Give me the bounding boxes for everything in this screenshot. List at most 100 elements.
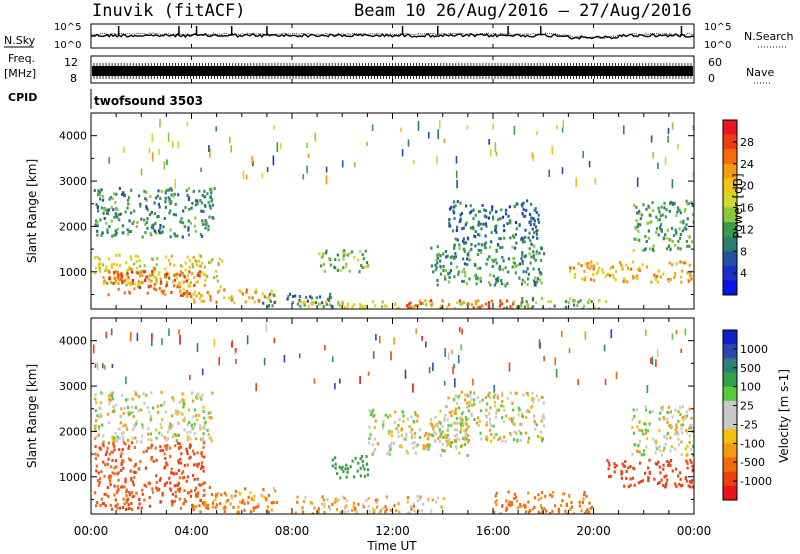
power-cell: [409, 305, 412, 309]
velocity-cell: [150, 457, 153, 461]
power-cell: [518, 276, 521, 280]
velocity-cell: [673, 432, 677, 436]
velocity-cell: [516, 506, 519, 510]
power-cell: [288, 292, 292, 296]
velocity-cell: [96, 362, 99, 371]
power-cell: [415, 304, 418, 307]
power-cell: [167, 196, 170, 200]
velocity-cell: [510, 433, 513, 437]
power-cell: [188, 292, 191, 296]
power-cell: [492, 123, 494, 130]
velocity-cell: [203, 501, 206, 504]
power-cell: [407, 307, 410, 309]
velocity-cell: [680, 440, 683, 444]
velocity-cell: [204, 501, 207, 505]
power-cell: [668, 261, 671, 265]
power-cell: [573, 275, 576, 279]
velocity-cell: [458, 406, 461, 410]
power-cell: [287, 295, 290, 299]
power-cell: [605, 300, 608, 303]
power-cell: [364, 249, 367, 253]
velocity-cell: [689, 458, 692, 462]
velocity-cell: [152, 406, 155, 410]
velocity-cell: [125, 425, 128, 429]
power-cell: [223, 288, 226, 292]
velocity-cell: [225, 493, 228, 497]
velocity-cell: [444, 413, 447, 417]
power-cell: [507, 214, 510, 218]
velocity-cell: [501, 400, 504, 403]
power-cell: [201, 223, 204, 226]
velocity-cell: [527, 391, 530, 395]
power-cell: [114, 201, 117, 204]
velocity-cell: [193, 452, 196, 456]
power-cell: [638, 211, 641, 215]
velocity-cell: [365, 455, 368, 459]
velocity-cell: [692, 468, 694, 471]
velocity-cell: [129, 469, 132, 473]
power-cell: [456, 225, 459, 229]
power-cell: [148, 213, 152, 217]
power-cell: [155, 196, 158, 200]
power-cell: [485, 215, 488, 219]
velocity-cell: [192, 415, 195, 419]
power-cell: [609, 266, 612, 270]
velocity-cell: [467, 417, 470, 421]
velocity-panel-frame: [90, 317, 695, 515]
power-cell: [159, 226, 162, 230]
velocity-cell: [195, 505, 198, 508]
velocity-cell: [177, 459, 180, 463]
velocity-cell: [447, 396, 450, 400]
power-cell: [626, 280, 629, 284]
power-cell: [443, 138, 446, 144]
velocity-cell: [97, 415, 100, 419]
velocity-cell: [657, 460, 660, 464]
velocity-cell: [101, 502, 104, 506]
power-cell: [631, 260, 634, 264]
power-cell: [537, 267, 541, 271]
power-cell: [337, 258, 340, 262]
velocity-cell: [181, 412, 184, 416]
power-cell: [136, 285, 140, 289]
power-cell: [521, 260, 524, 263]
velocity-cell: [502, 404, 505, 408]
velocity-cell: [134, 423, 137, 427]
velocity-cell: [94, 457, 97, 461]
power-cell: [208, 215, 211, 219]
velocity-cell: [430, 423, 433, 427]
power-cell: [653, 273, 656, 277]
velocity-cell: [179, 411, 182, 415]
velocity-cell: [354, 456, 357, 460]
power-cell: [189, 281, 192, 285]
velocity-cell: [536, 435, 540, 438]
power-cell: [269, 300, 272, 303]
power-cell: [602, 271, 605, 275]
velocity-cell: [267, 510, 270, 514]
power-cell: [540, 296, 543, 300]
power-cell: [509, 220, 512, 224]
power-cell: [645, 207, 648, 211]
velocity-cell: [127, 506, 130, 510]
velocity-cell: [158, 431, 161, 435]
velocity-cell: [270, 508, 273, 512]
power-cell: [494, 228, 497, 232]
velocity-cell: [166, 437, 170, 441]
power-cell: [692, 125, 694, 131]
power-cell: [193, 224, 196, 228]
power-cell: [520, 304, 523, 308]
velocity-cell: [439, 505, 442, 509]
velocity-cell: [341, 465, 344, 469]
power-cell: [138, 264, 141, 268]
power-cell: [657, 269, 660, 273]
power-cell: [581, 307, 584, 309]
velocity-cell: [98, 427, 101, 431]
velocity-cell: [139, 408, 142, 412]
power-cell: [140, 217, 143, 221]
colorbar-tick-label: 28: [740, 136, 754, 149]
power-cell: [186, 121, 189, 126]
velocity-cell: [165, 446, 169, 450]
velocity-cell: [496, 393, 499, 397]
power-cell: [173, 284, 176, 288]
power-cell: [516, 202, 519, 206]
velocity-cell: [663, 435, 666, 439]
